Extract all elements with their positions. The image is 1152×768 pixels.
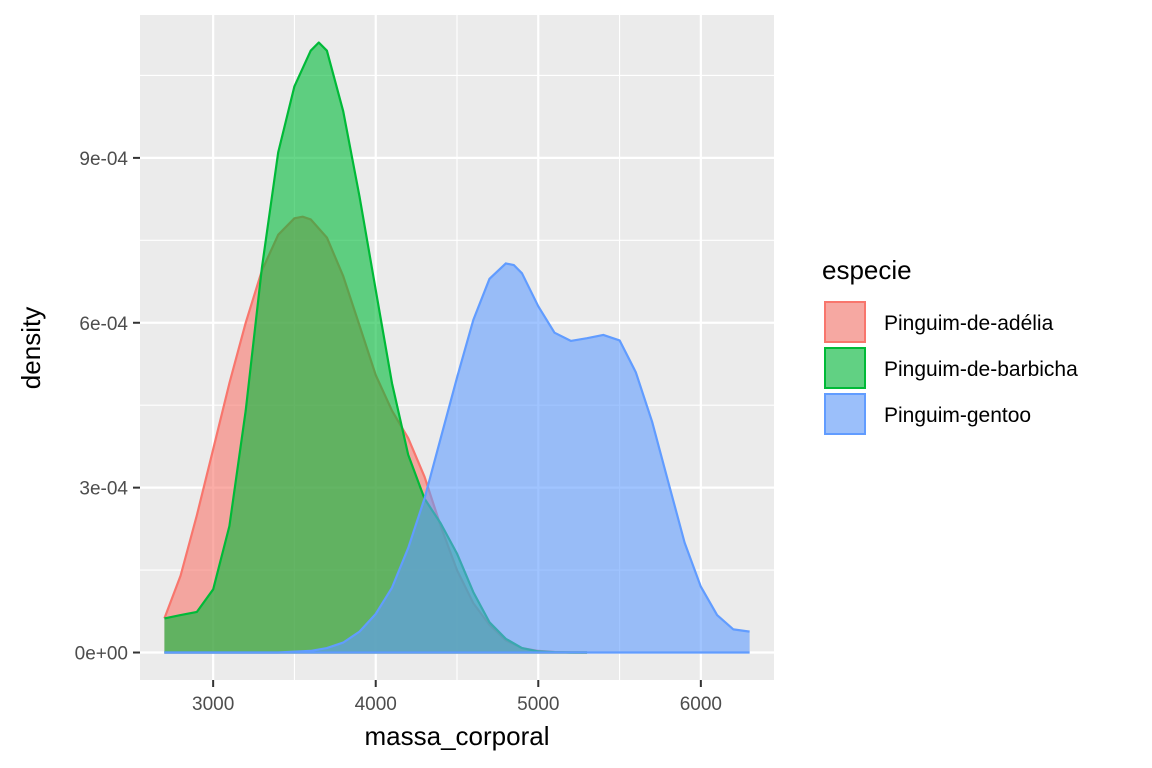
x-axis-title: massa_corporal bbox=[365, 721, 550, 751]
density-area-3 bbox=[164, 263, 750, 653]
y-tick-label: 3e-04 bbox=[79, 479, 128, 500]
legend-swatch bbox=[824, 393, 866, 435]
legend: especie Pinguim-de-adélia Pinguim-de-barb… bbox=[822, 255, 1078, 435]
x-tick-label: 3000 bbox=[192, 694, 234, 715]
y-tick-label: 6e-04 bbox=[79, 314, 128, 335]
legend-label: Pinguim-de-barbicha bbox=[884, 358, 1078, 381]
y-tick-label: 9e-04 bbox=[79, 149, 128, 170]
density-line-3 bbox=[164, 262, 750, 654]
x-tick-label: 5000 bbox=[517, 694, 559, 715]
x-axis: 3000 4000 5000 6000 bbox=[192, 680, 722, 715]
y-axis-title: density bbox=[16, 307, 46, 389]
y-axis: 0e+00 3e-04 6e-04 9e-04 bbox=[75, 149, 140, 665]
x-tick-label: 4000 bbox=[355, 694, 397, 715]
density-area-2 bbox=[164, 42, 588, 653]
legend-label: Pinguim-de-adélia bbox=[884, 312, 1054, 335]
legend-swatch bbox=[824, 347, 866, 389]
legend-label: Pinguim-gentoo bbox=[884, 404, 1031, 427]
legend-title: especie bbox=[822, 255, 912, 285]
legend-swatch bbox=[824, 301, 866, 343]
density-areas bbox=[163, 41, 750, 654]
y-tick-label: 0e+00 bbox=[75, 644, 128, 665]
x-tick-label: 6000 bbox=[680, 694, 722, 715]
